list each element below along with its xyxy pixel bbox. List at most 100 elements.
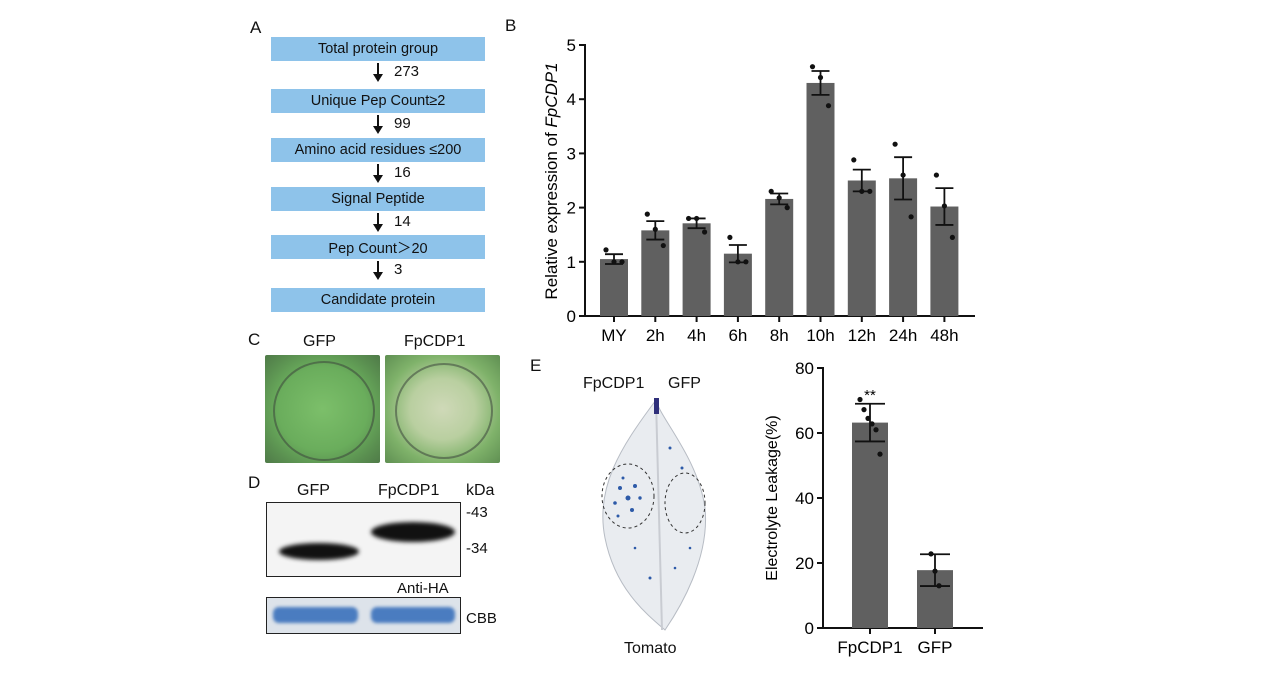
band-fpcdp1 bbox=[371, 522, 455, 542]
panel-label-e: E bbox=[530, 356, 542, 375]
x-tick-label: 10h bbox=[806, 326, 834, 345]
data-point bbox=[776, 195, 782, 201]
data-point bbox=[735, 259, 741, 265]
y-tick-label: 5 bbox=[567, 36, 576, 55]
panel-label-c: C bbox=[248, 330, 261, 349]
down-arrow-icon bbox=[372, 261, 384, 286]
flow-count: 3 bbox=[394, 261, 403, 278]
x-tick-label: GFP bbox=[918, 638, 953, 657]
bar bbox=[600, 259, 628, 316]
data-point bbox=[932, 568, 938, 574]
bar bbox=[765, 198, 794, 316]
data-point bbox=[784, 205, 790, 211]
data-point bbox=[869, 421, 875, 427]
down-arrow-icon bbox=[372, 115, 384, 140]
data-point bbox=[941, 203, 948, 209]
flow-count: 16 bbox=[394, 164, 411, 181]
data-point bbox=[892, 141, 898, 147]
panel-label-a: A bbox=[250, 18, 262, 37]
y-axis-label: Electrolyte Leakage(%) bbox=[764, 415, 781, 580]
tomato-leaf-image bbox=[601, 398, 707, 631]
data-point bbox=[603, 247, 609, 253]
data-point bbox=[727, 234, 733, 241]
data-point bbox=[851, 157, 857, 163]
data-point bbox=[933, 172, 940, 178]
bar bbox=[852, 422, 888, 628]
flow-step: Total protein group bbox=[271, 37, 485, 61]
y-axis-label: Relative expression of FpCDP1 bbox=[542, 62, 561, 299]
data-point bbox=[900, 172, 906, 178]
data-point bbox=[694, 215, 700, 222]
y-tick-label: 0 bbox=[805, 619, 814, 638]
flow-count: 14 bbox=[394, 213, 411, 230]
down-arrow-icon bbox=[372, 213, 384, 238]
x-tick-label: 12h bbox=[848, 326, 876, 345]
data-point bbox=[619, 259, 625, 265]
panel-label-b: B bbox=[505, 16, 517, 35]
leaf-caption: Tomato bbox=[624, 640, 677, 657]
y-tick-label: 60 bbox=[795, 424, 814, 443]
data-point bbox=[867, 188, 873, 194]
data-point bbox=[702, 229, 708, 235]
data-point bbox=[861, 407, 867, 413]
y-tick-label: 40 bbox=[795, 489, 814, 508]
flow-count: 273 bbox=[394, 63, 420, 80]
y-tick-label: 80 bbox=[795, 359, 814, 378]
down-arrow-icon bbox=[372, 63, 384, 88]
antibody-label: Anti-HA bbox=[397, 580, 449, 597]
marker-34: -34 bbox=[466, 540, 488, 557]
data-point bbox=[857, 396, 863, 403]
marker-43: -43 bbox=[466, 504, 488, 521]
data-point bbox=[768, 188, 774, 194]
y-tick-label: 3 bbox=[567, 144, 576, 163]
bar bbox=[847, 180, 876, 316]
blot-lane-gfp: GFP bbox=[297, 482, 330, 499]
bar bbox=[889, 178, 918, 316]
data-point bbox=[928, 551, 934, 557]
data-point bbox=[817, 74, 824, 81]
flow-count: 99 bbox=[394, 115, 411, 132]
x-tick-label: 2h bbox=[646, 326, 665, 345]
data-point bbox=[652, 226, 658, 232]
data-point bbox=[644, 211, 650, 217]
x-tick-label: 6h bbox=[728, 326, 747, 345]
data-point bbox=[877, 451, 883, 457]
photo-label-fpcdp1: FpCDP1 bbox=[404, 333, 466, 350]
leaf-photo-gfp bbox=[265, 355, 380, 463]
x-tick-label: 48h bbox=[930, 326, 958, 345]
y-tick-label: 20 bbox=[795, 554, 814, 573]
blot-lane-fpcdp1: FpCDP1 bbox=[378, 482, 440, 499]
data-point bbox=[936, 583, 942, 589]
data-point bbox=[809, 64, 816, 70]
data-point bbox=[611, 259, 617, 265]
cbb-stain bbox=[266, 597, 461, 634]
panel-label-d: D bbox=[248, 473, 261, 492]
y-tick-label: 0 bbox=[567, 307, 576, 326]
flow-step: Candidate protein bbox=[271, 288, 485, 312]
x-tick-label: FpCDP1 bbox=[837, 638, 902, 657]
y-axis-label-text: Relative expression of bbox=[542, 128, 561, 300]
bar bbox=[641, 230, 670, 316]
western-blot bbox=[266, 502, 461, 577]
y-tick-label: 2 bbox=[567, 199, 576, 218]
data-point bbox=[859, 188, 865, 194]
x-tick-label: 8h bbox=[770, 326, 789, 345]
leaf-label-gfp: GFP bbox=[668, 375, 701, 392]
cbb-label: CBB bbox=[466, 610, 497, 627]
data-point bbox=[660, 242, 666, 249]
flow-step: Amino acid residues ≤200 bbox=[271, 138, 485, 162]
leaf-photo-fpcdp1 bbox=[385, 355, 500, 463]
data-point bbox=[686, 215, 692, 222]
flow-step: Unique Pep Count≥2 bbox=[271, 89, 485, 113]
data-point bbox=[873, 427, 879, 433]
y-tick-label: 1 bbox=[567, 253, 576, 272]
band-gfp bbox=[279, 543, 359, 560]
flow-step: Signal Peptide bbox=[271, 187, 485, 211]
data-point bbox=[743, 259, 749, 265]
significance-label: ** bbox=[864, 387, 876, 404]
x-tick-label: 4h bbox=[687, 326, 706, 345]
data-point bbox=[865, 415, 871, 421]
bar bbox=[806, 82, 835, 316]
